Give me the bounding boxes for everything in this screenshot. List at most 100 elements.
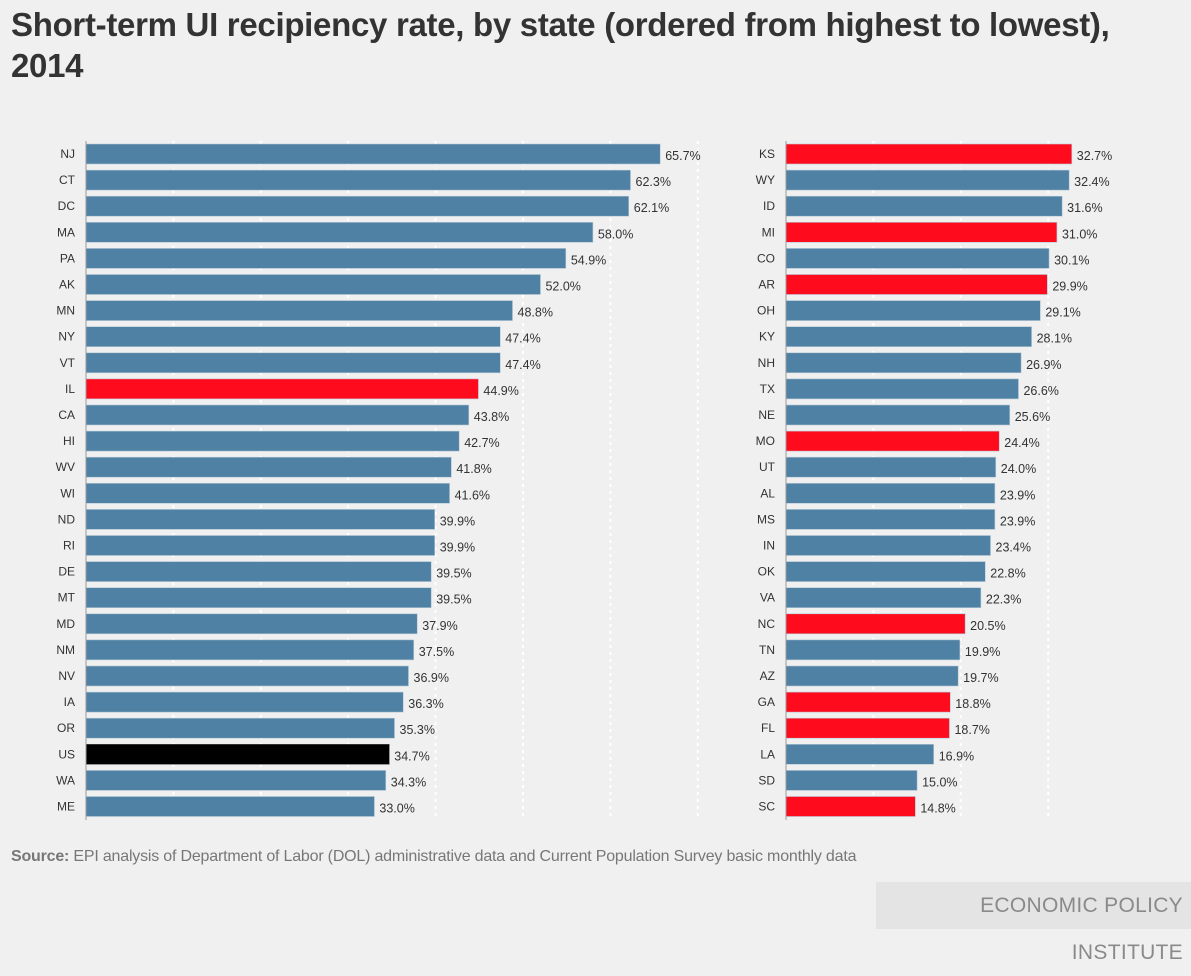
source-label: Source: <box>11 848 70 865</box>
bar-ut <box>785 456 997 478</box>
right-panel: KS 32.7% WY 32.4% ID 31.6% MI 31.0% CO 30.1% AR 29.… <box>756 141 1112 820</box>
bar-id <box>785 195 1063 217</box>
category-label: WI <box>60 486 75 500</box>
data-label: 33.0% <box>379 802 414 816</box>
bar-la <box>785 743 935 765</box>
bar-md <box>85 613 418 635</box>
bar-ri <box>85 535 436 556</box>
category-label: AL <box>760 486 775 500</box>
bar-oh <box>785 300 1041 321</box>
category-label: OR <box>57 721 75 735</box>
category-label: AR <box>758 278 775 292</box>
bar-fl <box>785 717 950 739</box>
bar-ks <box>785 143 1073 165</box>
category-label: OK <box>758 565 775 579</box>
bar-pa <box>85 248 567 269</box>
bar-al <box>785 482 996 504</box>
bar-ms <box>785 509 996 530</box>
category-label: TN <box>759 643 775 657</box>
category-label: MA <box>57 225 75 239</box>
bar-in <box>785 535 991 556</box>
category-label: CA <box>58 408 75 422</box>
data-label: 18.7% <box>954 723 989 737</box>
data-label: 15.0% <box>922 775 957 789</box>
data-label: 30.1% <box>1054 253 1089 267</box>
category-label: WV <box>56 460 75 474</box>
category-label: DE <box>58 565 75 579</box>
data-label: 31.6% <box>1067 201 1102 215</box>
data-label: 24.4% <box>1004 436 1039 450</box>
category-label: NE <box>758 408 775 422</box>
bar-mn <box>85 300 513 321</box>
category-label: UT <box>759 460 776 474</box>
category-label: LA <box>760 747 775 761</box>
category-label: DC <box>58 199 76 213</box>
bar-nm <box>85 639 415 661</box>
bar-ct <box>85 169 631 191</box>
bar-nh <box>785 352 1022 374</box>
data-label: 42.7% <box>464 436 499 450</box>
data-label: 39.5% <box>436 567 471 581</box>
left-panel: NJ 65.7% CT 62.3% DC 62.1% MA 58.0% PA 54.9% AK 52.… <box>56 141 701 820</box>
data-label: 41.8% <box>456 462 491 476</box>
bar-ar <box>785 274 1048 295</box>
bar-mo <box>785 430 1000 452</box>
bar-or <box>85 717 395 739</box>
data-label: 39.9% <box>440 541 475 555</box>
bar-mi <box>785 222 1058 243</box>
category-label: OH <box>757 304 775 318</box>
category-label: WA <box>56 773 75 787</box>
bar-ok <box>785 561 986 582</box>
category-label: RI <box>63 539 75 553</box>
data-label: 32.4% <box>1074 175 1109 189</box>
category-label: NM <box>56 643 75 657</box>
data-label: 23.4% <box>996 541 1031 555</box>
data-label: 24.0% <box>1001 462 1036 476</box>
category-label: NH <box>758 356 775 370</box>
category-label: PA <box>60 251 75 265</box>
data-label: 29.9% <box>1052 280 1087 294</box>
bar-sc <box>785 796 916 817</box>
bar-wi <box>85 482 450 504</box>
category-label: CO <box>757 251 775 265</box>
category-label: CT <box>59 173 76 187</box>
data-label: 22.8% <box>990 567 1025 581</box>
category-label: AK <box>59 278 75 292</box>
category-label: MD <box>56 617 75 631</box>
bar-ca <box>85 404 470 426</box>
category-label: SD <box>758 773 775 787</box>
data-label: 19.9% <box>965 645 1000 659</box>
category-label: GA <box>758 695 775 709</box>
bar-az <box>785 665 959 687</box>
data-label: 34.3% <box>391 775 426 789</box>
data-label: 54.9% <box>571 253 606 267</box>
category-label: NY <box>58 330 75 344</box>
bar-ne <box>785 404 1011 426</box>
data-label: 26.6% <box>1023 384 1058 398</box>
category-label: WY <box>756 173 775 187</box>
bar-co <box>785 248 1050 269</box>
bar-ak <box>85 274 541 295</box>
bar-hi <box>85 430 460 452</box>
data-label: 34.7% <box>394 749 429 763</box>
data-label: 23.9% <box>1000 514 1035 528</box>
data-label: 20.5% <box>970 619 1005 633</box>
bar-wy <box>785 169 1070 191</box>
category-label: ME <box>57 800 75 814</box>
category-label: KS <box>759 147 775 161</box>
bar-us <box>85 743 390 765</box>
bar-ky <box>785 326 1032 348</box>
category-label: MT <box>58 591 76 605</box>
bar-ny <box>85 326 501 348</box>
data-label: 44.9% <box>483 384 518 398</box>
bar-tn <box>785 639 961 661</box>
data-label: 62.1% <box>634 201 669 215</box>
category-label: FL <box>761 721 775 735</box>
data-label: 26.9% <box>1026 358 1061 372</box>
bar-sd <box>785 770 918 791</box>
data-label: 52.0% <box>545 280 580 294</box>
data-label: 58.0% <box>598 227 633 241</box>
source-note: Source: EPI analysis of Department of La… <box>11 848 856 866</box>
category-label: MI <box>762 225 775 239</box>
category-label: VT <box>60 356 76 370</box>
